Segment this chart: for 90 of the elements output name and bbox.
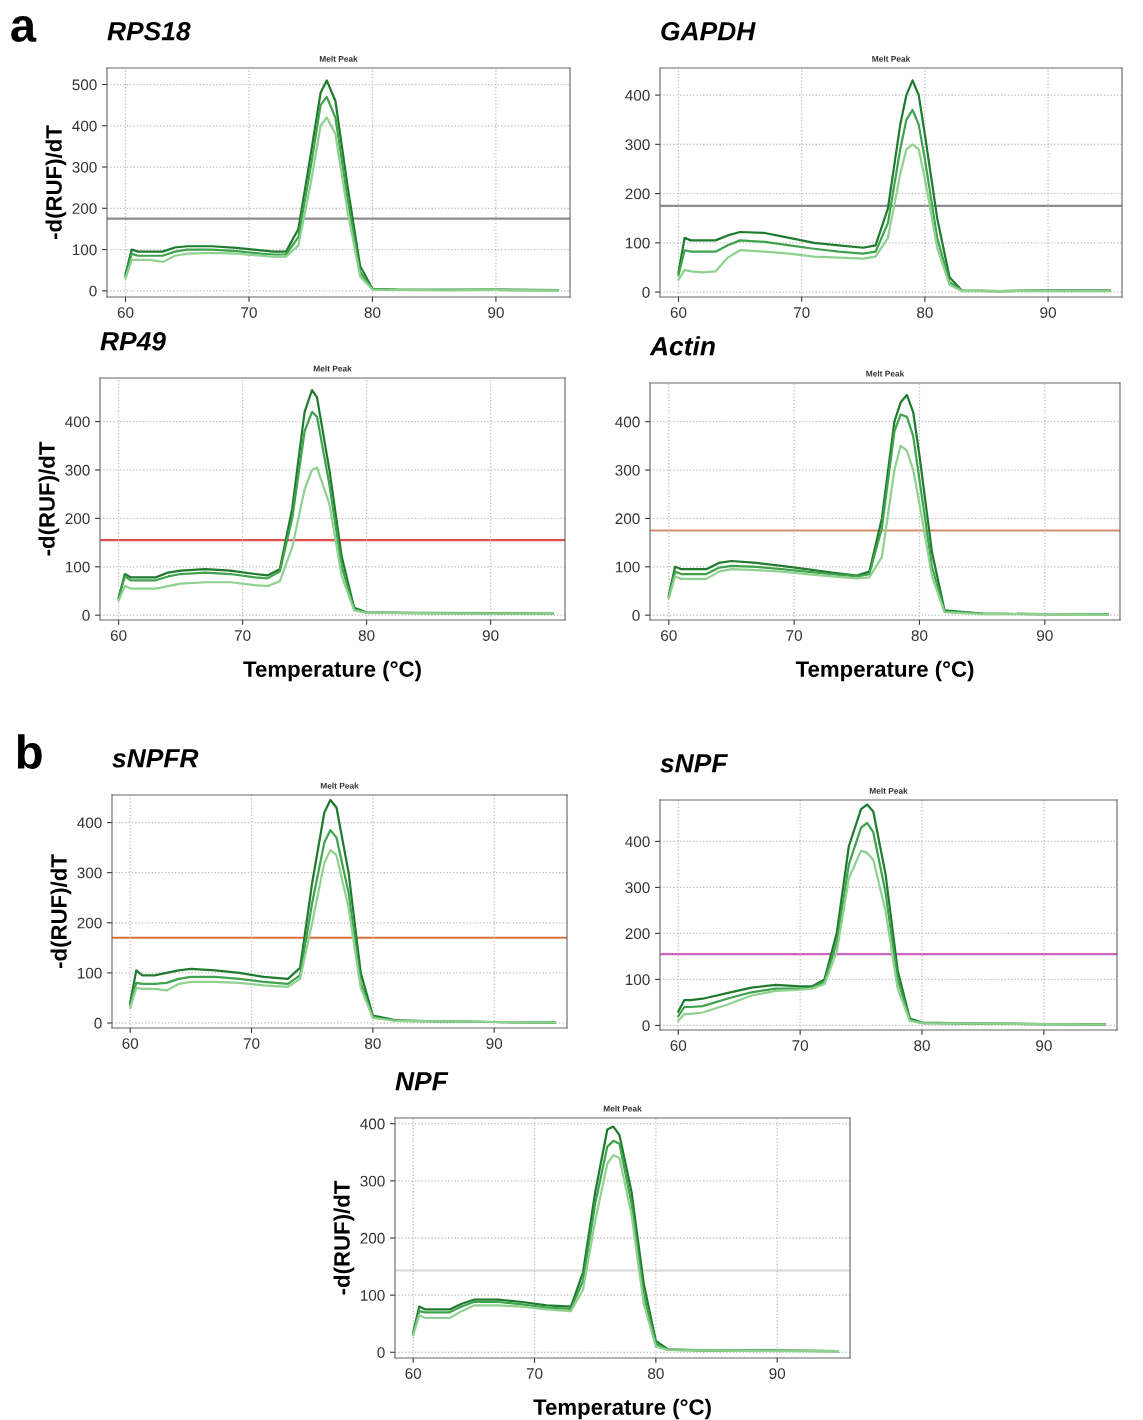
chart-subtitle: Melt Peak <box>869 787 908 794</box>
y-tick-label: 300 <box>65 464 90 476</box>
x-tick-label: 90 <box>486 1038 503 1049</box>
chart-title: Actin <box>649 336 715 356</box>
y-tick-label: 100 <box>360 1290 385 1301</box>
y-tick-label: 300 <box>360 1175 385 1187</box>
chart-subtitle: Melt Peak <box>603 1105 642 1112</box>
x-tick-label: 80 <box>364 307 381 318</box>
y-tick-label: 200 <box>65 513 90 525</box>
y-tick-label: 200 <box>72 203 97 214</box>
line-series <box>117 466 554 615</box>
x-tick-label: 80 <box>358 630 375 641</box>
y-tick-label: 300 <box>625 882 650 894</box>
y-tick-label: 0 <box>94 1017 102 1029</box>
x-tick-label: 90 <box>1040 307 1056 318</box>
y-tick-label: 0 <box>89 285 97 297</box>
y-tick-label: 400 <box>72 120 97 132</box>
y-tick-label: 100 <box>625 237 650 249</box>
x-tick-label: 60 <box>670 1040 687 1051</box>
x-tick-label: 80 <box>365 1038 381 1049</box>
y-axis-title: -d(RUF)/dT <box>38 441 60 556</box>
y-tick-label: 300 <box>625 139 650 151</box>
y-tick-label: 300 <box>615 464 640 476</box>
x-tick-label: 70 <box>234 630 251 641</box>
x-tick-label: 70 <box>243 1038 260 1049</box>
x-tick-label: 80 <box>914 1040 930 1051</box>
x-tick-label: 60 <box>661 630 677 641</box>
chart-title: sNPF <box>660 754 729 773</box>
y-tick-label: 0 <box>377 1347 385 1358</box>
x-tick-label: 90 <box>488 307 504 318</box>
chart-subtitle: Melt Peak <box>320 782 359 789</box>
chart-title: RP49 <box>100 331 166 351</box>
y-tick-label: 0 <box>82 610 90 621</box>
y-axis-title: -d(RUF)/dT <box>333 1180 355 1295</box>
chart-title: NPF <box>395 1072 449 1091</box>
chart-title: GAPDH <box>661 21 756 41</box>
chart-subtitle: Melt Peak <box>866 370 905 377</box>
x-tick-label: 90 <box>769 1368 786 1379</box>
x-tick-label: 60 <box>122 1038 139 1049</box>
chart-subtitle: Melt Peak <box>872 55 911 62</box>
chart-title: sNPFR <box>112 749 199 768</box>
y-tick-label: 300 <box>72 161 97 173</box>
x-tick-label: 60 <box>670 307 687 318</box>
x-tick-label: 70 <box>786 630 803 641</box>
y-tick-label: 400 <box>625 836 650 848</box>
x-tick-label: 70 <box>526 1368 543 1379</box>
y-tick-label: 100 <box>625 974 650 986</box>
y-tick-label: 100 <box>77 967 102 979</box>
y-tick-label: 0 <box>632 610 640 621</box>
text: b <box>17 734 42 769</box>
x-tick-label: 90 <box>1037 630 1053 641</box>
chart-subtitle: Melt Peak <box>313 365 352 372</box>
x-tick-label: 80 <box>917 307 933 318</box>
x-tick-label: 80 <box>648 1368 664 1379</box>
y-tick-label: 400 <box>77 817 102 829</box>
y-tick-label: 200 <box>625 928 650 940</box>
y-tick-label: 0 <box>642 1020 650 1032</box>
y-tick-label: 100 <box>72 244 97 256</box>
x-tick-label: 80 <box>911 630 928 641</box>
x-axis-title: Temperature (°C) <box>795 660 974 682</box>
x-tick-label: 60 <box>117 307 134 318</box>
x-tick-label: 70 <box>792 1040 809 1051</box>
y-tick-label: 500 <box>72 79 97 91</box>
y-axis-title: -d(RUF)/dT <box>50 854 72 969</box>
y-tick-label: 200 <box>360 1232 385 1244</box>
text: a <box>11 16 37 42</box>
y-tick-label: 200 <box>625 188 650 200</box>
y-tick-label: 200 <box>77 917 102 929</box>
y-tick-label: 400 <box>625 89 650 101</box>
y-axis-title: -d(RUF)/dT <box>45 125 67 240</box>
y-tick-label: 200 <box>615 513 640 525</box>
y-tick-label: 300 <box>77 867 102 879</box>
line-series <box>667 444 1109 616</box>
x-tick-label: 70 <box>241 307 257 318</box>
x-axis-title: Temperature (°C) <box>533 1398 711 1420</box>
chart-subtitle: Melt Peak <box>319 55 358 62</box>
y-tick-label: 400 <box>65 416 90 428</box>
x-axis-title: Temperature (°C) <box>243 660 421 682</box>
x-tick-label: 70 <box>793 307 810 318</box>
y-tick-label: 400 <box>615 416 640 428</box>
line-series <box>677 143 1111 293</box>
y-tick-label: 400 <box>360 1118 385 1130</box>
y-tick-label: 100 <box>65 561 90 573</box>
y-tick-label: 0 <box>642 286 650 298</box>
x-tick-label: 90 <box>482 630 499 641</box>
x-tick-label: 60 <box>405 1368 422 1379</box>
x-tick-label: 60 <box>110 630 127 641</box>
x-tick-label: 90 <box>1036 1040 1052 1051</box>
y-tick-label: 100 <box>615 561 640 573</box>
chart-title: RPS18 <box>107 21 191 41</box>
